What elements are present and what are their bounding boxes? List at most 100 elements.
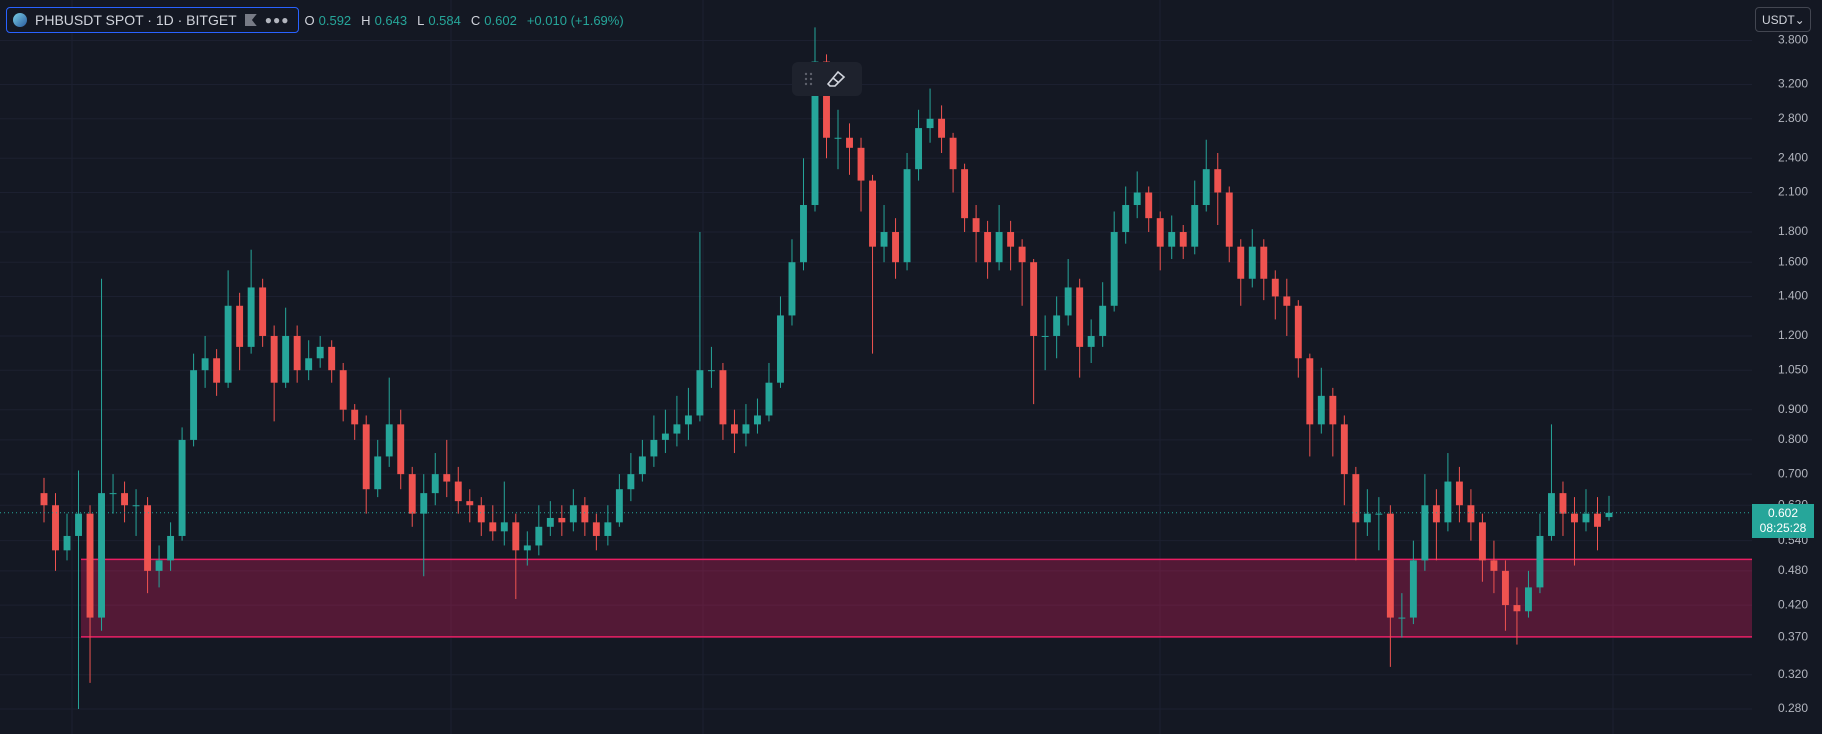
candle-body	[282, 335, 290, 383]
candle-body	[190, 370, 198, 440]
candle-body	[1409, 560, 1417, 618]
candle-body	[857, 147, 865, 181]
ohlc-value: 0.592	[318, 12, 352, 28]
candle-body	[1490, 560, 1498, 571]
candle-body	[1283, 296, 1291, 306]
change: +0.010 (+1.69%)	[526, 12, 624, 28]
ohlc-key: H	[361, 12, 371, 28]
candle-body	[569, 505, 577, 523]
candle-body	[1398, 617, 1406, 619]
candle-body	[972, 218, 980, 233]
candle-body	[500, 522, 508, 532]
candle-body	[765, 382, 773, 416]
y-tick-label: 0.800	[1778, 432, 1808, 446]
candle-body	[995, 232, 1003, 263]
toolbar-icons	[804, 70, 846, 87]
candle-body	[535, 526, 543, 546]
currency-select[interactable]: USDT ⌄	[1755, 7, 1811, 32]
candle-body	[754, 415, 761, 425]
ohlc-key: C	[470, 12, 481, 28]
zone-layer	[81, 558, 1752, 638]
y-tick-label: 2.400	[1778, 150, 1808, 164]
symbol-box[interactable]: PHBUSDT SPOT · 1D · BITGET ●●●	[6, 7, 299, 33]
candle-body	[316, 346, 324, 359]
y-tick-label: 3.200	[1778, 77, 1808, 91]
candle-body	[1041, 335, 1049, 337]
candle-body	[604, 522, 612, 536]
candle-body	[1122, 205, 1130, 233]
candle-body	[615, 489, 623, 523]
candle-body	[1225, 192, 1233, 247]
candle-body	[1513, 605, 1521, 612]
y-tick-label: 0.480	[1778, 563, 1808, 577]
candle-body	[247, 287, 255, 347]
candle-body	[155, 560, 163, 571]
candle-body	[1317, 395, 1325, 425]
candle-body	[650, 439, 658, 457]
candle-body	[75, 513, 82, 536]
symbol-logo	[13, 13, 27, 27]
candle-body	[777, 315, 784, 383]
candle-body	[1329, 395, 1337, 425]
y-tick-label: 0.900	[1778, 402, 1808, 416]
y-tick-label: 1.600	[1778, 254, 1808, 268]
candle-body	[730, 424, 738, 434]
candle-body	[926, 118, 934, 129]
last-price-label: 0.602 08:25:28	[1752, 503, 1814, 538]
candle-body	[558, 517, 566, 523]
candle-body	[592, 522, 600, 536]
candle-body	[1548, 493, 1555, 536]
y-tick-label: 2.100	[1778, 185, 1808, 199]
candle-body	[259, 287, 267, 336]
candle-body	[1110, 232, 1118, 306]
candle-body	[1582, 513, 1590, 523]
drag-handle[interactable]	[804, 72, 813, 86]
ohlc-key: L	[417, 12, 425, 28]
candle-body	[144, 505, 152, 571]
y-tick-label: 0.420	[1778, 597, 1808, 611]
candle-body	[489, 522, 497, 532]
candle-body	[1271, 278, 1279, 297]
candle-body	[1156, 218, 1164, 247]
symbol-title: PHBUSDT SPOT · 1D · BITGET	[35, 12, 237, 28]
candle-body	[1340, 424, 1348, 475]
candle-body	[1421, 505, 1429, 561]
candle-body	[1237, 246, 1245, 279]
candle-body	[1455, 481, 1463, 506]
candle-body	[1605, 512, 1613, 518]
candle-body	[742, 424, 750, 434]
candle-body	[477, 505, 485, 523]
flag-icon[interactable]	[244, 14, 257, 26]
candle-body	[834, 137, 842, 139]
candle-body	[466, 501, 474, 506]
candle-body	[1087, 335, 1095, 347]
floating-toolbar	[792, 62, 862, 96]
candle-body	[236, 305, 244, 347]
candle-body	[351, 409, 359, 425]
candle-body	[961, 169, 969, 219]
candle-body	[385, 424, 393, 457]
y-tick-label: 0.370	[1778, 630, 1808, 644]
more-button[interactable]: ●●●	[264, 13, 290, 27]
candle-body	[880, 232, 888, 247]
candle-body	[1145, 192, 1153, 219]
candle-body	[1191, 205, 1199, 247]
grid	[0, 39, 1752, 710]
candle-body	[811, 61, 819, 206]
candle-body	[627, 474, 635, 490]
candle-body	[1386, 513, 1394, 618]
candle-body	[719, 370, 727, 425]
candle-body	[305, 358, 313, 371]
candle-body	[213, 358, 221, 383]
candle-body	[1524, 587, 1532, 612]
candle-body	[903, 169, 911, 263]
candle-body	[167, 535, 175, 561]
candle-body	[1375, 513, 1383, 515]
eraser-icon[interactable]	[826, 70, 846, 87]
countdown: 08:25:28	[1759, 520, 1807, 535]
candle-body	[86, 513, 94, 618]
candle-body	[1133, 192, 1141, 206]
